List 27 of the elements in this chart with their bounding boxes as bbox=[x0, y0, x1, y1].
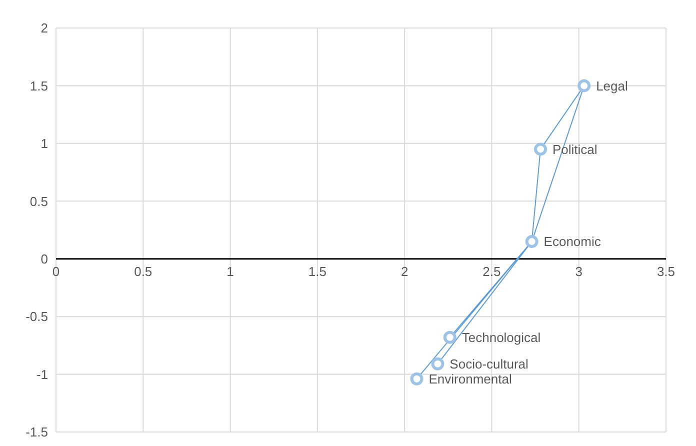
point bbox=[534, 142, 548, 156]
x-tick-label: 0 bbox=[52, 264, 60, 279]
annotation: Economic bbox=[544, 234, 602, 250]
y-tick-label: -1 bbox=[36, 366, 48, 382]
x-tick-label: 2 bbox=[400, 264, 408, 279]
point bbox=[525, 235, 538, 248]
annotation: Environmental bbox=[428, 372, 512, 387]
point bbox=[431, 357, 444, 370]
y-tick-label: 0.5 bbox=[30, 194, 48, 209]
annotation: Legal bbox=[596, 78, 628, 94]
annotation: Technological bbox=[462, 330, 541, 345]
point bbox=[443, 330, 456, 344]
point bbox=[410, 372, 424, 386]
x-tick-label: 0.5 bbox=[134, 264, 152, 279]
y-tick-label: -0.5 bbox=[26, 309, 48, 324]
point bbox=[578, 79, 591, 92]
y-tick-label: 1.5 bbox=[30, 78, 48, 94]
x-tick-label: 3.5 bbox=[656, 264, 676, 279]
x-tick-label: 3 bbox=[575, 264, 582, 279]
y-tick-label: 1 bbox=[40, 136, 48, 152]
x-tick-label: 2.5 bbox=[482, 264, 501, 279]
y-tick-label: 0 bbox=[40, 251, 48, 266]
x-tick-label: 1 bbox=[226, 264, 234, 279]
x-tick-label: 1.5 bbox=[308, 264, 326, 279]
y-tick-label: 2 bbox=[40, 20, 48, 36]
y-tick-label: -1.5 bbox=[26, 424, 48, 440]
annotation: Socio-cultural bbox=[450, 356, 529, 372]
